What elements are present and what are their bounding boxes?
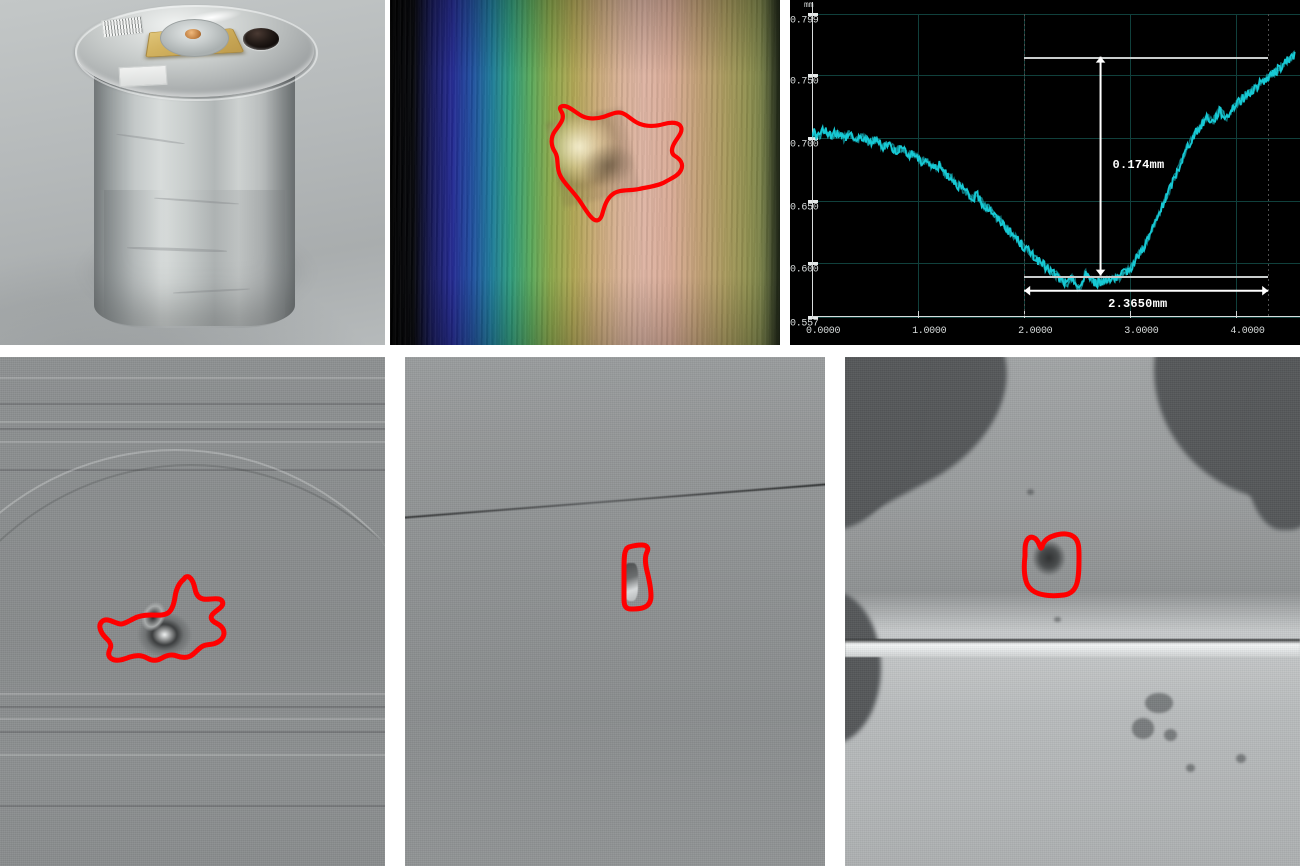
dr-porosity-blob xyxy=(1186,764,1196,773)
chart-ytick-mark xyxy=(808,316,818,319)
radiograph-noise xyxy=(405,357,825,866)
chart-xtick-label: 0.0000 xyxy=(806,326,841,337)
cscan-arc xyxy=(0,463,385,866)
chart-gridline-h xyxy=(812,317,1300,318)
dr-fixture-shadow-right2 xyxy=(1245,367,1300,531)
surface-vignette xyxy=(390,0,780,345)
chart-xtick-label: 2.0000 xyxy=(1018,326,1053,337)
chart-unit-label: mm xyxy=(804,1,814,10)
chart-upper-reference-line xyxy=(1024,56,1269,59)
chart-ytick-label: 0.557 xyxy=(790,318,819,330)
chart-xtick-mark xyxy=(1130,311,1132,318)
chart-ytick-mark xyxy=(808,262,818,266)
chart-xtick-mark xyxy=(1236,311,1238,318)
cscan-arc xyxy=(0,448,385,866)
chart-gridline-v xyxy=(1236,14,1238,317)
chart-ytick-label: 0.700 xyxy=(790,139,819,151)
chart-ytick-mark xyxy=(808,74,818,78)
panel-radiograph xyxy=(405,357,825,866)
chart-gridline-h xyxy=(812,200,1300,202)
chart-gridline-h xyxy=(812,137,1300,139)
chart-profile-trace xyxy=(812,51,1296,290)
chart-depth-arrowhead-top xyxy=(1095,56,1106,63)
drilled-port-hole xyxy=(242,28,280,50)
chart-xtick-label: 3.0000 xyxy=(1124,326,1159,337)
cylinder-taper xyxy=(103,189,285,328)
chart-width-arrowhead-right xyxy=(1262,285,1269,296)
dr-porosity-blob xyxy=(1236,754,1247,764)
chart-x-axis xyxy=(812,316,1300,317)
dr-indication xyxy=(1031,540,1066,576)
cscan-streak xyxy=(0,402,385,405)
cscan-noise xyxy=(0,357,385,866)
dr-porosity-blob xyxy=(1131,718,1155,739)
chart-lower-reference-line xyxy=(1024,275,1269,278)
chart-gridline-v xyxy=(918,14,920,317)
dr-porosity-blob xyxy=(1027,489,1035,496)
radiograph-background xyxy=(405,357,825,866)
mount-center-pin xyxy=(184,28,202,39)
dr-weld-bright-band xyxy=(845,639,1300,658)
chart-depth-arrowhead-bottom xyxy=(1095,269,1106,276)
dr-noise xyxy=(845,357,1300,866)
cylinder-rim xyxy=(75,5,318,101)
chart-xtick-label: 1.0000 xyxy=(912,326,947,337)
chart-xtick-mark xyxy=(918,311,920,318)
chart-ytick-label: 0.750 xyxy=(790,76,819,88)
chart-cursor-line xyxy=(1024,14,1026,317)
panel-dr-weld xyxy=(845,357,1300,866)
chart-xtick-label: 4.0000 xyxy=(1230,326,1265,337)
panel-profile-chart: mm 0.799 0.750 0.700 0.650 0.600 0.557 0.0000 1… xyxy=(790,0,1300,345)
chart-gridline-h xyxy=(812,75,1300,77)
chart-width-callout-label: 2.3650mm xyxy=(1108,296,1168,311)
dr-porosity-blob xyxy=(1054,616,1061,623)
chart-y-axis xyxy=(812,2,813,317)
chart-gridline-h xyxy=(812,14,1300,15)
chart-depth-callout-label: 0.174mm xyxy=(1112,158,1165,173)
cscan-streak xyxy=(0,420,385,423)
cscan-streak xyxy=(0,440,385,443)
id-label xyxy=(118,64,169,87)
chart-ytick-mark xyxy=(808,199,818,203)
surface-edge-falloff xyxy=(760,0,780,345)
chart-ytick-label: 0.799 xyxy=(790,15,819,27)
chart-gridline-h xyxy=(812,263,1300,265)
panel-specimen-photo xyxy=(0,0,385,345)
panel-ut-cscan xyxy=(0,357,385,866)
chart-width-arrowhead-left xyxy=(1024,285,1031,296)
dr-porosity-blob xyxy=(1145,692,1173,714)
radiograph-indication xyxy=(623,563,639,602)
chart-ytick-label: 0.650 xyxy=(790,202,819,214)
chart-annotation-layer xyxy=(1024,56,1269,296)
cscan-streak xyxy=(0,428,385,431)
chart-plot-area: 0.799 0.750 0.700 0.650 0.600 0.557 0.0000 1.00… xyxy=(790,2,1300,337)
dr-porosity-blob xyxy=(1163,728,1178,742)
chart-cursor-line xyxy=(1268,14,1270,317)
cscan-streak xyxy=(0,377,385,380)
chart-gridline-v xyxy=(1130,14,1132,317)
chart-ytick-mark xyxy=(808,13,818,16)
panel-surface-scan xyxy=(390,0,780,345)
chart-ytick-label: 0.600 xyxy=(790,264,819,276)
